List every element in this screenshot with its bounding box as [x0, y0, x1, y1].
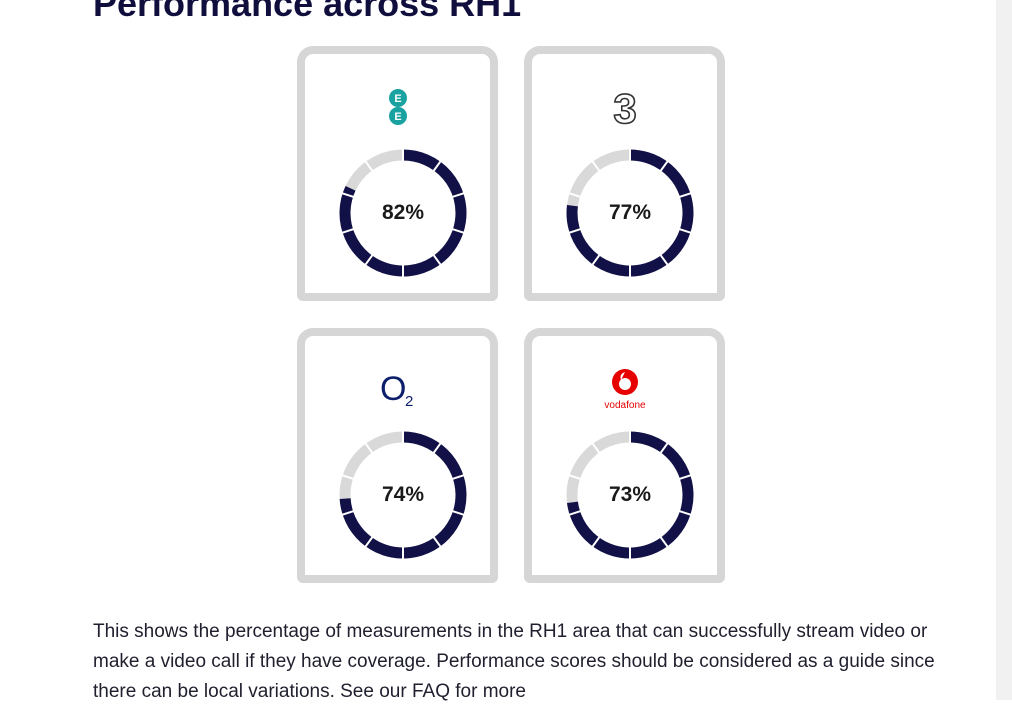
- gauge-divider: [656, 250, 672, 270]
- network-card-three: 3 77%: [524, 46, 725, 301]
- gauge-divider: [674, 508, 696, 518]
- gauge-divider: [429, 156, 445, 176]
- gauge-divider: [447, 508, 469, 518]
- gauge-divider: [337, 226, 359, 236]
- gauge-divider: [564, 226, 586, 236]
- gauge-divider: [337, 508, 359, 518]
- gauge-divider: [361, 250, 377, 270]
- o2-logo-icon: O 2: [305, 364, 490, 414]
- performance-description: This shows the percentage of measurement…: [93, 621, 935, 702]
- gauge-divider: [588, 532, 604, 552]
- gauge-divider: [429, 532, 445, 552]
- network-card-vodafone: vodafone 73%: [524, 328, 725, 583]
- gauge-divider: [656, 156, 672, 176]
- svg-text:vodafone: vodafone: [604, 400, 646, 411]
- gauge-divider: [429, 250, 445, 270]
- gauge-divider: [588, 250, 604, 270]
- network-card-o2: O 2 74%: [297, 328, 498, 583]
- score-percentage: 82%: [381, 201, 425, 224]
- svg-text:E: E: [394, 93, 401, 105]
- svg-text:2: 2: [405, 393, 413, 409]
- gauge-divider: [588, 156, 604, 176]
- gauge-divider: [674, 190, 696, 200]
- gauge-divider: [656, 532, 672, 552]
- score-gauge: [337, 147, 469, 279]
- gauge-divider: [429, 438, 445, 458]
- page-title: Performance across RH1: [93, 0, 522, 24]
- gauge-divider: [447, 190, 469, 200]
- gauge-divider: [588, 438, 604, 458]
- svg-text:O: O: [380, 370, 406, 408]
- gauge-divider: [361, 438, 377, 458]
- svg-text:E: E: [394, 111, 401, 123]
- score-gauge: [564, 429, 696, 561]
- gauge-divider: [656, 438, 672, 458]
- score-gauge: [564, 147, 696, 279]
- gauge-fill: [567, 431, 694, 559]
- score-gauge: [337, 429, 469, 561]
- svg-text:3: 3: [613, 85, 636, 129]
- three-logo-icon: 3: [532, 82, 717, 132]
- score-percentage: 73%: [608, 483, 652, 506]
- gauge-divider: [674, 472, 696, 482]
- gauge-divider: [337, 472, 359, 482]
- gauge-fill: [339, 149, 467, 277]
- gauge-divider: [361, 156, 377, 176]
- score-percentage: 74%: [381, 483, 425, 506]
- network-card-ee: E E 82%: [297, 46, 498, 301]
- gauge-divider: [361, 532, 377, 552]
- gauge-fill: [566, 149, 694, 277]
- gauge-divider: [447, 472, 469, 482]
- gauge-divider: [564, 472, 586, 482]
- vodafone-logo-icon: vodafone: [532, 364, 717, 414]
- gauge-divider: [674, 226, 696, 236]
- scrollbar-track[interactable]: [996, 0, 1012, 700]
- score-percentage: 77%: [608, 201, 652, 224]
- gauge-divider: [564, 190, 586, 200]
- ee-logo-icon: E E: [305, 82, 490, 132]
- gauge-divider: [447, 226, 469, 236]
- gauge-fill: [339, 431, 467, 559]
- gauge-divider: [564, 508, 586, 518]
- gauge-divider: [337, 190, 359, 200]
